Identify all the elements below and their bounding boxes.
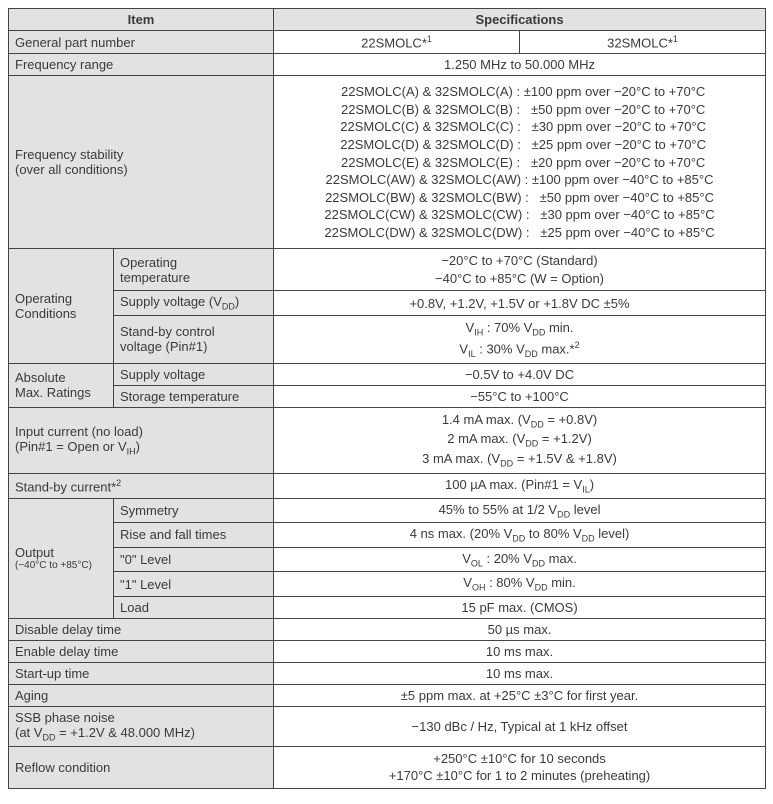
reflow-row: Reflow condition +250°C ±10°C for 10 sec… [9,746,766,788]
startup-row: Start-up time 10 ms max. [9,662,766,684]
freq-range-val: 1.250 MHz to 50.000 MHz [274,54,766,76]
symmetry-row: Output (−40°C to +85°C) Symmetry 45% to … [9,498,766,523]
abs-supply-val: −0.5V to +4.0V DC [274,363,766,385]
ssb-row: SSB phase noise (at VDD = +1.2V & 48.000… [9,706,766,746]
disable-delay-row: Disable delay time 50 µs max. [9,618,766,640]
abs-max-label: Absolute Max. Ratings [9,363,114,407]
load-row: Load 15 pF max. (CMOS) [9,596,766,618]
rise-fall-val: 4 ns max. (20% VDD to 80% VDD level) [274,523,766,548]
part-number-2: 32SMOLC*1 [520,31,766,54]
abs-supply-label: Supply voltage [114,363,274,385]
header-item: Item [9,9,274,31]
freq-stability-row: Frequency stability (over all conditions… [9,76,766,249]
rise-fall-label: Rise and fall times [114,523,274,548]
part-number-row: General part number 22SMOLC*1 32SMOLC*1 [9,31,766,54]
supply-voltage-row: Supply voltage (VDD) +0.8V, +1.2V, +1.5V… [9,291,766,316]
standby-ctrl-row: Stand-by control voltage (Pin#1) VIH : 7… [9,315,766,363]
input-current-row: Input current (no load) (Pin#1 = Open or… [9,407,766,473]
level1-row: "1" Level VOH : 80% VDD min. [9,572,766,597]
spec-table: Item Specifications General part number … [8,8,766,789]
symmetry-label: Symmetry [114,498,274,523]
standby-current-val: 100 µA max. (Pin#1 = VIL) [274,473,766,498]
aging-label: Aging [9,684,274,706]
input-current-label: Input current (no load) (Pin#1 = Open or… [9,407,274,473]
standby-ctrl-val: VIH : 70% VDD min. VIL : 30% VDD max.*2 [274,315,766,363]
storage-temp-label: Storage temperature [114,385,274,407]
header-row: Item Specifications [9,9,766,31]
aging-val: ±5 ppm max. at +25°C ±3°C for first year… [274,684,766,706]
enable-delay-label: Enable delay time [9,640,274,662]
standby-current-label: Stand-by current*2 [9,473,274,498]
input-current-val: 1.4 mA max. (VDD = +0.8V) 2 mA max. (VDD… [274,407,766,473]
storage-temp-val: −55°C to +100°C [274,385,766,407]
reflow-val: +250°C ±10°C for 10 seconds +170°C ±10°C… [274,746,766,788]
rise-fall-row: Rise and fall times 4 ns max. (20% VDD t… [9,523,766,548]
aging-row: Aging ±5 ppm max. at +25°C ±3°C for firs… [9,684,766,706]
part-number-label: General part number [9,31,274,54]
supply-voltage-val: +0.8V, +1.2V, +1.5V or +1.8V DC ±5% [274,291,766,316]
disable-delay-val: 50 µs max. [274,618,766,640]
output-label: Output (−40°C to +85°C) [9,498,114,618]
enable-delay-row: Enable delay time 10 ms max. [9,640,766,662]
load-val: 15 pF max. (CMOS) [274,596,766,618]
level1-val: VOH : 80% VDD min. [274,572,766,597]
op-temp-label: Operating temperature [114,249,274,291]
standby-ctrl-label: Stand-by control voltage (Pin#1) [114,315,274,363]
ssb-val: −130 dBc / Hz, Typical at 1 kHz offset [274,706,766,746]
storage-temp-row: Storage temperature −55°C to +100°C [9,385,766,407]
symmetry-val: 45% to 55% at 1/2 VDD level [274,498,766,523]
freq-stability-val: 22SMOLC(A) & 32SMOLC(A) : ±100 ppm over … [274,76,766,249]
abs-supply-row: Absolute Max. Ratings Supply voltage −0.… [9,363,766,385]
freq-stability-label: Frequency stability (over all conditions… [9,76,274,249]
level0-row: "0" Level VOL : 20% VDD max. [9,547,766,572]
op-temp-val: −20°C to +70°C (Standard) −40°C to +85°C… [274,249,766,291]
level0-label: "0" Level [114,547,274,572]
freq-range-label: Frequency range [9,54,274,76]
header-spec: Specifications [274,9,766,31]
startup-val: 10 ms max. [274,662,766,684]
reflow-label: Reflow condition [9,746,274,788]
part-number-1: 22SMOLC*1 [274,31,520,54]
standby-current-row: Stand-by current*2 100 µA max. (Pin#1 = … [9,473,766,498]
supply-voltage-label: Supply voltage (VDD) [114,291,274,316]
ssb-label: SSB phase noise (at VDD = +1.2V & 48.000… [9,706,274,746]
level0-val: VOL : 20% VDD max. [274,547,766,572]
disable-delay-label: Disable delay time [9,618,274,640]
load-label: Load [114,596,274,618]
freq-range-row: Frequency range 1.250 MHz to 50.000 MHz [9,54,766,76]
startup-label: Start-up time [9,662,274,684]
op-cond-label: Operating Conditions [9,249,114,363]
enable-delay-val: 10 ms max. [274,640,766,662]
op-temp-row: Operating Conditions Operating temperatu… [9,249,766,291]
level1-label: "1" Level [114,572,274,597]
